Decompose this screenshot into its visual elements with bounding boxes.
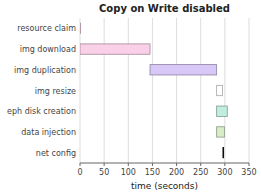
grid-line xyxy=(128,18,129,163)
category-label: img duplication xyxy=(14,66,76,75)
tick-label: 0 xyxy=(77,168,82,177)
category-label: eph disk creation xyxy=(7,107,76,116)
grid-line xyxy=(104,18,105,163)
tick-label: 250 xyxy=(193,168,208,177)
tick-label: 100 xyxy=(121,168,136,177)
category-label: img resize xyxy=(35,87,76,96)
grid-line xyxy=(80,18,81,163)
grid-line xyxy=(200,18,201,163)
bar xyxy=(80,23,81,33)
bar xyxy=(217,106,228,116)
chart-svg: Copy on Write disabled 0 50 100 150 200 250 300… xyxy=(0,0,261,193)
category-label: net config xyxy=(36,149,76,158)
grid xyxy=(80,18,249,163)
grid-line xyxy=(152,18,153,163)
bars xyxy=(80,23,227,158)
bar xyxy=(222,147,224,157)
bar xyxy=(217,127,225,137)
bar xyxy=(80,44,150,54)
tick-label: 50 xyxy=(99,168,109,177)
grid-line xyxy=(224,18,225,163)
grid-line xyxy=(249,18,250,163)
tick-label: 350 xyxy=(241,168,256,177)
tick-label: 300 xyxy=(217,168,232,177)
category-label: img download xyxy=(20,45,76,54)
grid-line xyxy=(176,18,177,163)
x-axis-line xyxy=(80,163,249,164)
tick-label: 200 xyxy=(169,168,184,177)
bar xyxy=(217,85,223,95)
category-label: data injection xyxy=(21,128,76,137)
x-axis-label: time (seconds) xyxy=(131,181,198,191)
title: Copy on Write disabled xyxy=(99,3,230,14)
chart-container: Copy on Write disabled 0 50 100 150 200 250 300… xyxy=(0,0,261,193)
tick-label: 150 xyxy=(145,168,160,177)
category-label: resource claim xyxy=(17,24,76,33)
bar xyxy=(150,65,217,75)
